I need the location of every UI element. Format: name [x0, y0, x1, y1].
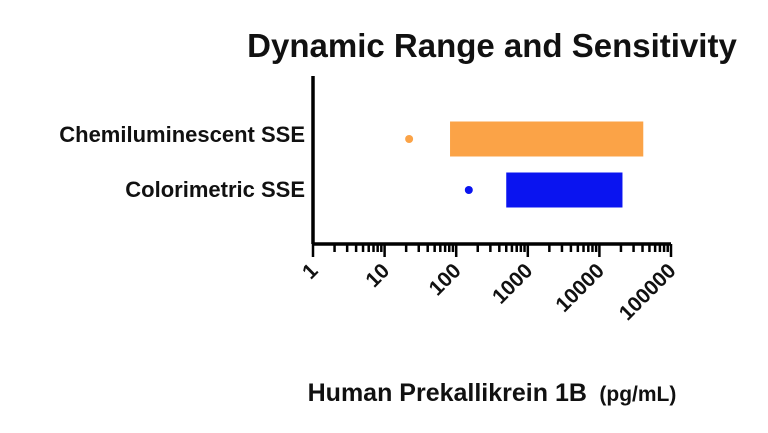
chart-title: Dynamic Range and Sensitivity [247, 27, 737, 64]
x-tick-label: 100 [425, 259, 466, 300]
category-label-chemiluminescent: Chemiluminescent SSE [59, 122, 305, 147]
x-axis-label: Human Prekallikrein 1B (pg/mL) [308, 379, 677, 407]
x-axis-tick-labels: 1 10 100 1000 10000 100000 [298, 259, 681, 325]
x-tick-label: 1000 [488, 259, 537, 308]
range-bar-colorimetric [506, 172, 623, 208]
sensitivity-point-colorimetric [464, 186, 473, 194]
x-axis-label-main: Human Prekallikrein 1B [308, 379, 587, 407]
x-tick-label: 10000 [551, 259, 609, 317]
x-tick-label: 10 [361, 259, 394, 292]
x-axis-label-unit: (pg/mL) [599, 383, 676, 406]
chart-marks [405, 121, 644, 208]
x-axis-ticks [311, 244, 673, 257]
range-bar-chemiluminescent [450, 121, 644, 157]
category-labels: Chemiluminescent SSE Colorimetric SSE [59, 122, 305, 202]
x-tick-label: 100000 [615, 259, 681, 325]
x-tick-label: 1 [298, 259, 323, 284]
category-label-colorimetric: Colorimetric SSE [125, 177, 305, 202]
sensitivity-point-chemiluminescent [405, 135, 414, 143]
